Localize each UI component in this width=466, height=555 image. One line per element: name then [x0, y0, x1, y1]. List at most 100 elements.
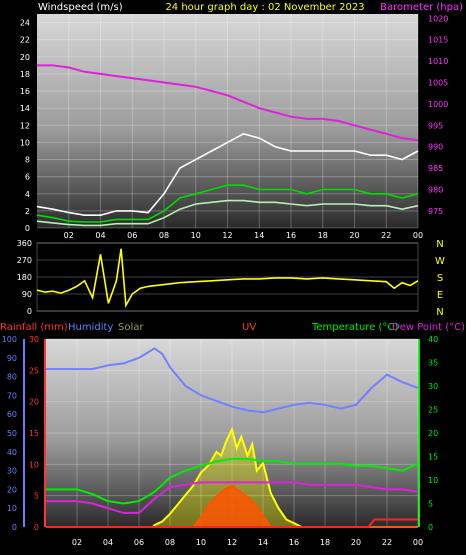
temperature-x-tick: 10	[196, 538, 206, 547]
wind-left-axis-label: Windspeed (m/s)	[38, 2, 123, 13]
barometer-tick: 985	[428, 164, 443, 173]
temperature-x-tick: 08	[165, 538, 175, 547]
temperature-tick: 20	[428, 429, 438, 438]
barometer-tick-labels: 975 980 985 990 995 1000 1005 1010 1015 1020	[428, 14, 448, 216]
legend-solar: Solar	[118, 322, 144, 333]
temperature-tick: 15	[428, 453, 438, 462]
wind-panel: Windspeed (m/s) 24 hour graph day : 02 N…	[20, 2, 463, 240]
wind-y-tick: 10	[20, 138, 30, 147]
temperature-tick: 25	[428, 406, 438, 415]
humidity-tick: 0	[12, 523, 17, 532]
temperature-tick: 30	[428, 382, 438, 391]
direction-tick: 270	[17, 256, 32, 265]
wind-y-tick: 0	[25, 224, 30, 233]
wind-x-tick: 02	[64, 231, 74, 240]
legend-rain: Rainfall (mm)	[0, 322, 68, 333]
wind-x-tick-labels: 02 04 06 08 10 12 14 16 18 20 22 00	[64, 231, 423, 240]
barometer-tick: 995	[428, 121, 443, 130]
wind-series-line	[36, 199, 419, 227]
temperature-tick: 10	[428, 476, 438, 485]
humidity-tick: 90	[7, 354, 17, 363]
wind-series-line	[37, 64, 419, 142]
temperature-x-tick-labels: 02 04 06 08 10 12 14 16 18 20 22 00	[72, 538, 423, 547]
wind-y-tick: 2	[25, 207, 30, 216]
rain-tick-labels: 0 5 10 15 20 25 30	[29, 335, 39, 532]
wind-y-tick: 18	[20, 70, 30, 79]
direction-tick: 90	[22, 290, 32, 299]
temperature-x-tick: 14	[258, 538, 268, 547]
solar-area	[46, 429, 418, 527]
direction-series-line	[36, 248, 419, 308]
wind-series-line	[36, 184, 419, 223]
compass-label: N	[436, 239, 443, 250]
temperature-x-tick: 20	[351, 538, 361, 547]
humidity-tick: 20	[7, 485, 17, 494]
temperature-series-line	[46, 347, 419, 414]
humidity-tick: 60	[7, 410, 17, 419]
direction-tick: 180	[17, 273, 32, 282]
temperature-x-tick: 16	[289, 538, 299, 547]
temperature-tick: 0	[428, 523, 433, 532]
wind-x-tick: 20	[349, 231, 359, 240]
rain-tick: 0	[34, 523, 39, 532]
wind-y-tick: 24	[20, 19, 30, 28]
barometer-tick: 1020	[428, 14, 448, 23]
temperature-panel: Rainfall (mm) Humidity Solar UV Temperat…	[0, 322, 465, 547]
temperature-x-tick: 12	[227, 538, 237, 547]
temperature-x-tick: 22	[382, 538, 392, 547]
wind-x-tick: 00	[413, 231, 423, 240]
wind-series-line	[36, 132, 419, 216]
rain-tick: 20	[29, 398, 39, 407]
temperature-series-line	[46, 484, 418, 528]
uv-area	[46, 485, 418, 527]
wind-y-tick: 22	[20, 36, 30, 45]
barometer-tick: 1015	[428, 36, 448, 45]
humidity-tick: 30	[7, 467, 17, 476]
rain-tick: 5	[34, 492, 39, 501]
temperature-tick: 5	[428, 500, 433, 509]
wind-x-tick: 10	[191, 231, 201, 240]
rain-tick: 15	[29, 429, 39, 438]
temperature-tick-labels: 0 5 10 15 20 25 30 35 40	[428, 335, 438, 532]
wind-y-tick: 20	[20, 53, 30, 62]
wind-grid	[37, 14, 419, 229]
temperature-series-line	[46, 518, 418, 528]
temperature-series	[46, 347, 419, 528]
barometer-tick: 1000	[428, 100, 448, 109]
wind-x-tick: 12	[222, 231, 232, 240]
wind-title: 24 hour graph day : 02 November 2023	[165, 2, 364, 13]
temperature-series-line	[46, 457, 419, 505]
temperature-tick: 35	[428, 359, 438, 368]
wind-series	[36, 64, 419, 227]
barometer-tick: 1010	[428, 57, 448, 66]
humidity-tick: 100	[2, 335, 17, 344]
humidity-tick: 10	[7, 504, 17, 513]
rain-tick: 25	[29, 366, 39, 375]
direction-grid	[37, 242, 418, 312]
wind-x-tick: 14	[254, 231, 264, 240]
barometer-tick: 1005	[428, 78, 448, 87]
temperature-x-tick: 04	[103, 538, 113, 547]
direction-tick: 360	[17, 239, 32, 248]
wind-y-tick: 8	[25, 156, 30, 165]
compass-label: S	[437, 273, 443, 284]
humidity-tick: 80	[7, 373, 17, 382]
wind-y-tick: 16	[20, 87, 30, 96]
wind-x-tick: 22	[381, 231, 391, 240]
wind-y-tick: 4	[25, 190, 30, 199]
wind-x-tick: 16	[286, 231, 296, 240]
wind-x-tick: 18	[318, 231, 328, 240]
legend-humidity: Humidity	[68, 322, 113, 333]
rain-tick: 10	[29, 460, 39, 469]
temperature-x-tick: 00	[413, 538, 423, 547]
temperature-tick: 40	[428, 335, 438, 344]
wind-y-tick: 6	[25, 173, 30, 182]
barometer-tick: 980	[428, 185, 443, 194]
direction-tick-labels: 0 90 180 270 360	[17, 239, 32, 316]
wind-y-tick: 14	[20, 104, 30, 113]
legend-uv: UV	[242, 322, 256, 333]
